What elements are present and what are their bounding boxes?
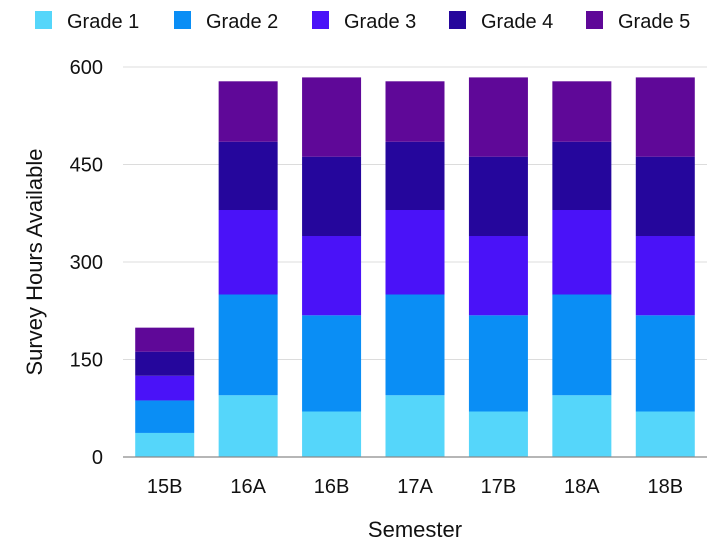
- legend: Grade 1 Grade 2 Grade 3 Grade 4 Grade 5: [35, 11, 690, 33]
- bar-segment-16A-grade-3: [218, 210, 278, 295]
- legend-label: Grade 4: [481, 11, 553, 33]
- y-tick-label: 150: [70, 350, 103, 372]
- legend-swatch: [586, 11, 603, 29]
- bar-segment-17A-grade-1: [385, 395, 445, 457]
- bar-segment-17A-grade-2: [385, 294, 445, 396]
- bar-segment-16A-grade-2: [218, 294, 278, 396]
- bar-segment-16B-grade-2: [302, 315, 362, 412]
- bar-segment-18B-grade-5: [635, 77, 695, 157]
- legend-label: Grade 5: [618, 11, 690, 33]
- bar-segment-18B-grade-4: [635, 156, 695, 236]
- y-tick-label: 0: [92, 447, 103, 469]
- x-tick-label: 17B: [481, 476, 517, 498]
- bar-segment-18A-grade-4: [552, 141, 612, 210]
- legend-swatch: [449, 11, 466, 29]
- bar-segment-18A-grade-3: [552, 210, 612, 295]
- bars: [135, 77, 695, 457]
- bar-segment-15B-grade-4: [135, 351, 195, 376]
- x-tick-labels: 15B 16A 16B 17A 17B 18A 18B: [147, 476, 683, 498]
- y-tick-label: 600: [70, 57, 103, 79]
- x-tick-label: 18B: [647, 476, 683, 498]
- bar-segment-17A-grade-5: [385, 81, 445, 142]
- bar-segment-18B-grade-2: [635, 315, 695, 412]
- bar-segment-18A-grade-5: [552, 81, 612, 142]
- legend-label: Grade 1: [67, 11, 139, 33]
- legend-swatch: [174, 11, 191, 29]
- x-tick-label: 16B: [314, 476, 350, 498]
- y-tick-labels: 0 150 300 450 600: [70, 57, 103, 469]
- y-axis-title: Survey Hours Available: [22, 148, 47, 375]
- legend-swatch: [35, 11, 52, 29]
- legend-swatch: [312, 11, 329, 29]
- bar-segment-17A-grade-4: [385, 141, 445, 210]
- x-tick-label: 15B: [147, 476, 183, 498]
- bar-segment-16A-grade-1: [218, 395, 278, 457]
- bar-segment-17B-grade-2: [468, 315, 528, 412]
- x-axis-title: Semester: [368, 517, 462, 542]
- bar-segment-16B-grade-1: [302, 411, 362, 457]
- x-tick-label: 17A: [397, 476, 433, 498]
- x-tick-label: 16A: [230, 476, 266, 498]
- bar-segment-18B-grade-1: [635, 411, 695, 457]
- bar-segment-17B-grade-1: [468, 411, 528, 457]
- bar-segment-16B-grade-3: [302, 236, 362, 316]
- legend-label: Grade 3: [344, 11, 416, 33]
- bar-segment-17A-grade-3: [385, 210, 445, 295]
- bar-segment-16B-grade-5: [302, 77, 362, 157]
- bar-segment-18B-grade-3: [635, 236, 695, 316]
- bar-segment-15B-grade-5: [135, 327, 195, 352]
- x-tick-label: 18A: [564, 476, 600, 498]
- bar-segment-15B-grade-2: [135, 400, 195, 433]
- bar-segment-16A-grade-5: [218, 81, 278, 142]
- bar-segment-15B-grade-1: [135, 432, 195, 457]
- bar-segment-18A-grade-2: [552, 294, 612, 396]
- bar-segment-17B-grade-4: [468, 156, 528, 236]
- bar-segment-17B-grade-5: [468, 77, 528, 157]
- bar-segment-17B-grade-3: [468, 236, 528, 316]
- legend-label: Grade 2: [206, 11, 278, 33]
- y-tick-label: 450: [70, 155, 103, 177]
- y-tick-label: 300: [70, 252, 103, 274]
- bar-segment-15B-grade-3: [135, 375, 195, 401]
- bar-segment-16B-grade-4: [302, 156, 362, 236]
- bar-segment-16A-grade-4: [218, 141, 278, 210]
- bar-segment-18A-grade-1: [552, 395, 612, 457]
